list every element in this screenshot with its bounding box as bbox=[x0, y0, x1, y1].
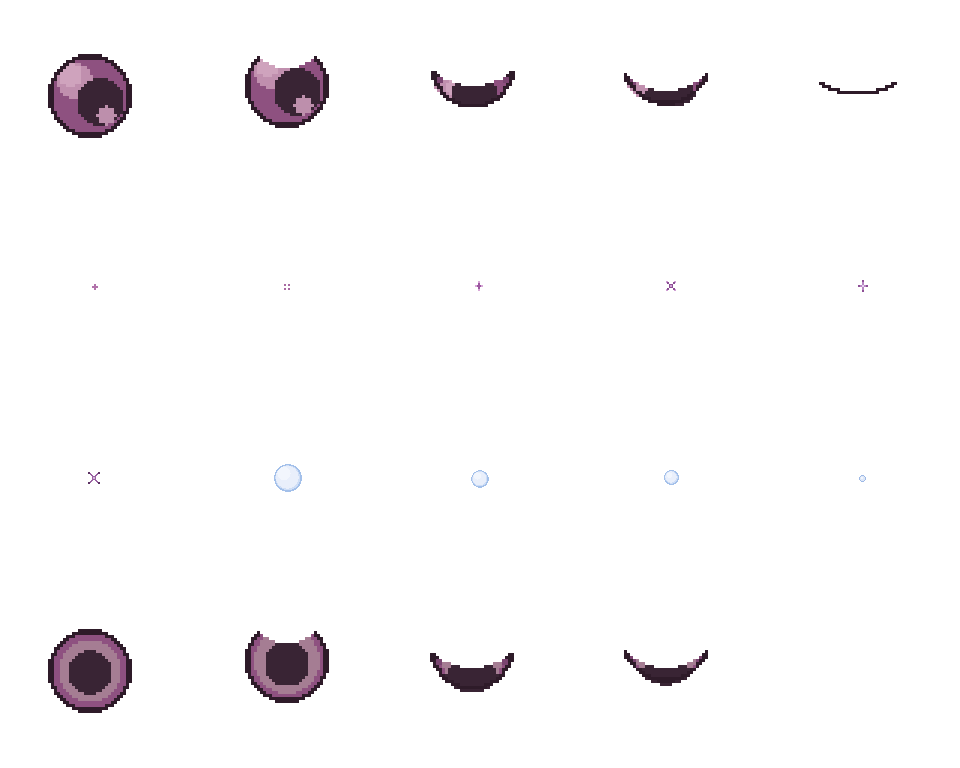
flat-eye-open-frame bbox=[48, 629, 132, 713]
bubble-medium-sprite bbox=[471, 470, 489, 488]
bubble-large-sprite bbox=[274, 464, 302, 492]
flat-eye-blink-frame-3 bbox=[430, 650, 514, 695]
flat-eye-blink-frame-4 bbox=[624, 650, 708, 686]
sparkle-cross-large-icon bbox=[666, 281, 676, 291]
bubble-tiny-sprite bbox=[859, 475, 866, 482]
shiny-eye-blink-frame-2 bbox=[245, 44, 329, 128]
sparkle-cross-dots-icon bbox=[284, 284, 290, 290]
bubble-small-sprite bbox=[664, 470, 679, 485]
shiny-eye-open-frame bbox=[48, 54, 132, 138]
sparkle-plus-large-icon bbox=[475, 281, 483, 291]
sparkle-star-icon bbox=[858, 280, 868, 292]
shiny-eye-blink-frame-4 bbox=[624, 73, 708, 109]
sparkle-twinkle-icon bbox=[88, 472, 100, 484]
sparkle-plus-small-icon bbox=[92, 284, 98, 290]
shiny-eye-closed-frame bbox=[816, 82, 900, 100]
flat-eye-blink-frame-2 bbox=[245, 619, 329, 703]
shiny-eye-blink-frame-3 bbox=[431, 68, 515, 113]
